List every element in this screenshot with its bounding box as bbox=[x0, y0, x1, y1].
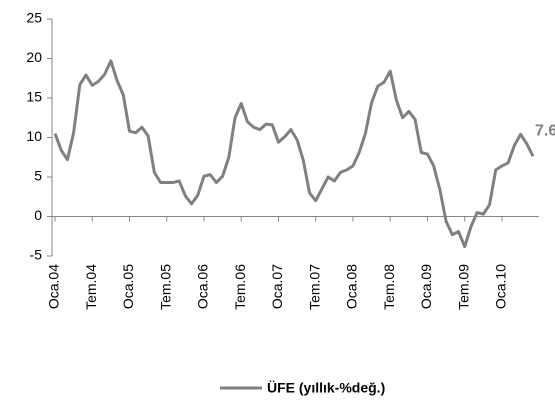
x-tick-label: Tem.05 bbox=[157, 264, 173, 310]
legend-label: ÜFE (yıllık-%değ.) bbox=[267, 380, 385, 396]
x-tick-label: Oca.10 bbox=[493, 264, 509, 309]
x-tick-label: Oca.05 bbox=[120, 264, 136, 309]
x-tick-label: Tem.09 bbox=[455, 264, 471, 310]
y-tick-label: -5 bbox=[30, 247, 43, 263]
y-tick-label: 5 bbox=[34, 168, 42, 184]
y-tick-label: 15 bbox=[26, 89, 42, 105]
y-tick-label: 0 bbox=[34, 207, 42, 223]
y-tick-label: 25 bbox=[26, 10, 42, 26]
x-tick-label: Oca.09 bbox=[418, 264, 434, 309]
y-tick-label: 20 bbox=[26, 49, 42, 65]
x-tick-label: Oca.06 bbox=[195, 264, 211, 309]
x-tick-label: Oca.08 bbox=[344, 264, 360, 309]
x-tick-label: Oca.04 bbox=[46, 264, 62, 309]
x-tick-label: Tem.06 bbox=[232, 264, 248, 310]
y-tick-label: 10 bbox=[26, 128, 42, 144]
data-line bbox=[53, 59, 535, 249]
x-tick-label: Tem.07 bbox=[306, 264, 322, 310]
x-tick-label: Tem.04 bbox=[83, 264, 99, 310]
x-tick-label: Oca.07 bbox=[269, 264, 285, 309]
data-label: 7.63 bbox=[535, 122, 555, 139]
x-tick-label: Tem.08 bbox=[381, 264, 397, 310]
